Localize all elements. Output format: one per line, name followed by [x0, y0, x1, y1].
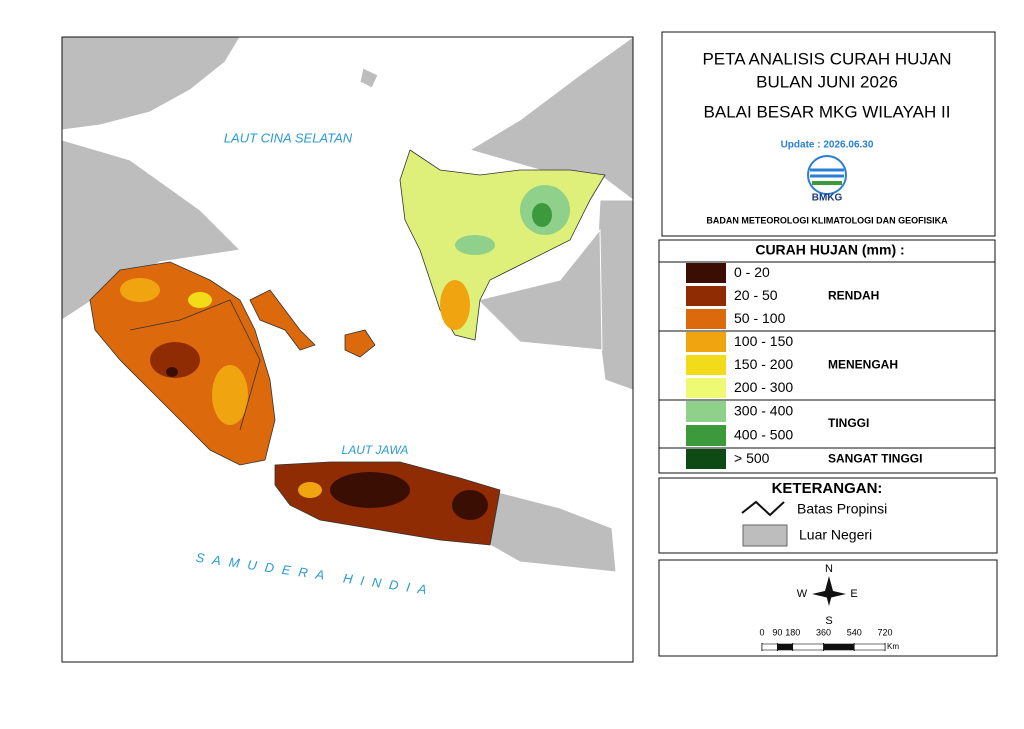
header-box: [661, 31, 996, 237]
legend-label: 400 - 500: [734, 427, 793, 443]
legend-label: 100 - 150: [734, 333, 793, 349]
scale-segment: [823, 643, 855, 651]
foreign-land: [62, 37, 633, 573]
legend-swatch: [686, 355, 726, 375]
scale-segment: [777, 643, 794, 651]
bmkg-logo: [807, 155, 847, 195]
legend-swatch: [686, 263, 726, 283]
keterangan-box: [658, 477, 998, 554]
legend-group: TINGGI: [828, 416, 869, 430]
kalimantan: [399, 149, 606, 341]
jawa: [274, 461, 501, 546]
scale-bar: 0 90 180 360 540 720 Km: [759, 627, 899, 651]
scale-tick-label: 0: [759, 627, 764, 637]
scale-tick-label: 720: [877, 627, 892, 637]
compass: [812, 576, 846, 606]
scale-tick-label: 90: [772, 627, 782, 637]
legend-title: CURAH HUJAN (mm) :: [755, 242, 904, 258]
legend-label: 200 - 300: [734, 379, 793, 395]
legend-group: RENDAH: [828, 289, 879, 303]
legend-swatch: [686, 401, 726, 422]
scale-segment: [761, 643, 778, 651]
scale-tick-label: 180: [785, 627, 800, 637]
legend-label: 20 - 50: [734, 287, 778, 303]
legend-swatch: [686, 332, 726, 352]
legend-group: SANGAT TINGGI: [828, 452, 922, 466]
scale-unit: Km: [887, 642, 899, 651]
province-border-icon: [741, 500, 785, 517]
agency-name: BADAN METEOROLOGI KLIMATOLOGI DAN GEOFIS…: [706, 215, 948, 225]
scale-segment: [792, 643, 824, 651]
logo-text: BMKG: [812, 193, 843, 204]
title: PETA ANALISIS CURAH HUJAN: [702, 49, 951, 68]
scale-box: [658, 559, 998, 657]
legend-label: 150 - 200: [734, 356, 793, 372]
sea-label: LAUT CINA SELATAN: [224, 130, 353, 145]
keterangan-item: Luar Negeri: [799, 527, 872, 543]
update-date: Update : 2026.06.30: [781, 140, 874, 151]
scale-tick-label: 540: [847, 627, 862, 637]
legend-swatch: [686, 286, 726, 306]
legend-label: 0 - 20: [734, 264, 770, 280]
compass-w: W: [797, 588, 808, 600]
map-frame: [61, 36, 634, 663]
legend-swatch: [686, 449, 726, 469]
keterangan-title: KETERANGAN:: [772, 480, 883, 497]
subtitle: BALAI BESAR MKG WILAYAH II: [704, 102, 951, 121]
legend-swatch: [686, 378, 726, 398]
sea-label: LAUT JAWA: [342, 443, 409, 457]
legend-swatch: [686, 309, 726, 329]
legend: CURAH HUJAN (mm) : 0 - 20 20 - 50 50 - 100…: [658, 239, 996, 474]
scale-tick-label: 360: [816, 627, 831, 637]
legend-label: > 500: [734, 450, 770, 466]
legend-label: 50 - 100: [734, 310, 786, 326]
map: LAUT CINA SELATAN LAUT JAWA SAMUDERA HIN…: [62, 37, 633, 662]
legend-label: 300 - 400: [734, 403, 793, 419]
compass-n: N: [825, 563, 833, 575]
compass-s: S: [825, 615, 832, 627]
title: BULAN JUNI 2026: [756, 72, 898, 91]
scale-segment: [853, 643, 886, 651]
keterangan-item: Batas Propinsi: [797, 501, 887, 517]
legend-group: MENENGAH: [828, 358, 898, 372]
compass-e: E: [850, 588, 857, 600]
foreign-icon: [742, 524, 788, 547]
sumatera-selatan: [89, 261, 376, 466]
legend-swatch: [686, 425, 726, 446]
